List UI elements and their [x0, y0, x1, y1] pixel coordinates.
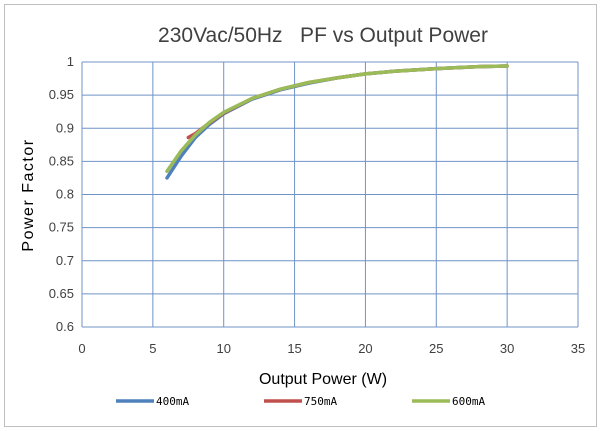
y-tick-label: 0.95: [49, 87, 74, 102]
x-tick-label: 20: [358, 341, 372, 356]
legend-label: 400mA: [156, 395, 189, 408]
x-axis-title: Output Power (W): [259, 371, 387, 388]
x-tick-label: 10: [216, 341, 230, 356]
series-lines: [165, 64, 509, 180]
x-tick-label: 5: [149, 341, 156, 356]
x-tick-labels: 0 5 10 15 20 25 30 35: [78, 341, 585, 356]
chart-title: 230Vac/50Hz PF vs Output Power: [158, 24, 488, 47]
x-tick-label: 25: [429, 341, 443, 356]
y-tick-label: 0.65: [49, 286, 74, 301]
legend-label: 600mA: [452, 395, 485, 408]
y-tick-label: 0.6: [56, 319, 74, 334]
x-tick-label: 15: [287, 341, 301, 356]
x-tick-label: 30: [500, 341, 514, 356]
y-tick-label: 1: [67, 54, 74, 69]
y-tick-label: 0.85: [49, 153, 74, 168]
legend-label: 750mA: [304, 395, 337, 408]
y-tick-label: 0.9: [56, 120, 74, 135]
series-line-600ma: [165, 64, 509, 174]
x-tick-label: 0: [78, 341, 85, 356]
y-tick-label: 0.7: [56, 253, 74, 268]
legend: 400mA 750mA 600mA: [116, 395, 485, 408]
x-tick-label: 35: [571, 341, 585, 356]
y-tick-label: 0.75: [49, 220, 74, 235]
y-tick-labels: 0.6 0.65 0.7 0.75 0.8 0.85 0.9 0.95 1: [49, 54, 74, 334]
y-axis-title: Power Factor: [20, 138, 37, 251]
grid-lines: [81, 61, 579, 328]
y-tick-label: 0.8: [56, 187, 74, 202]
